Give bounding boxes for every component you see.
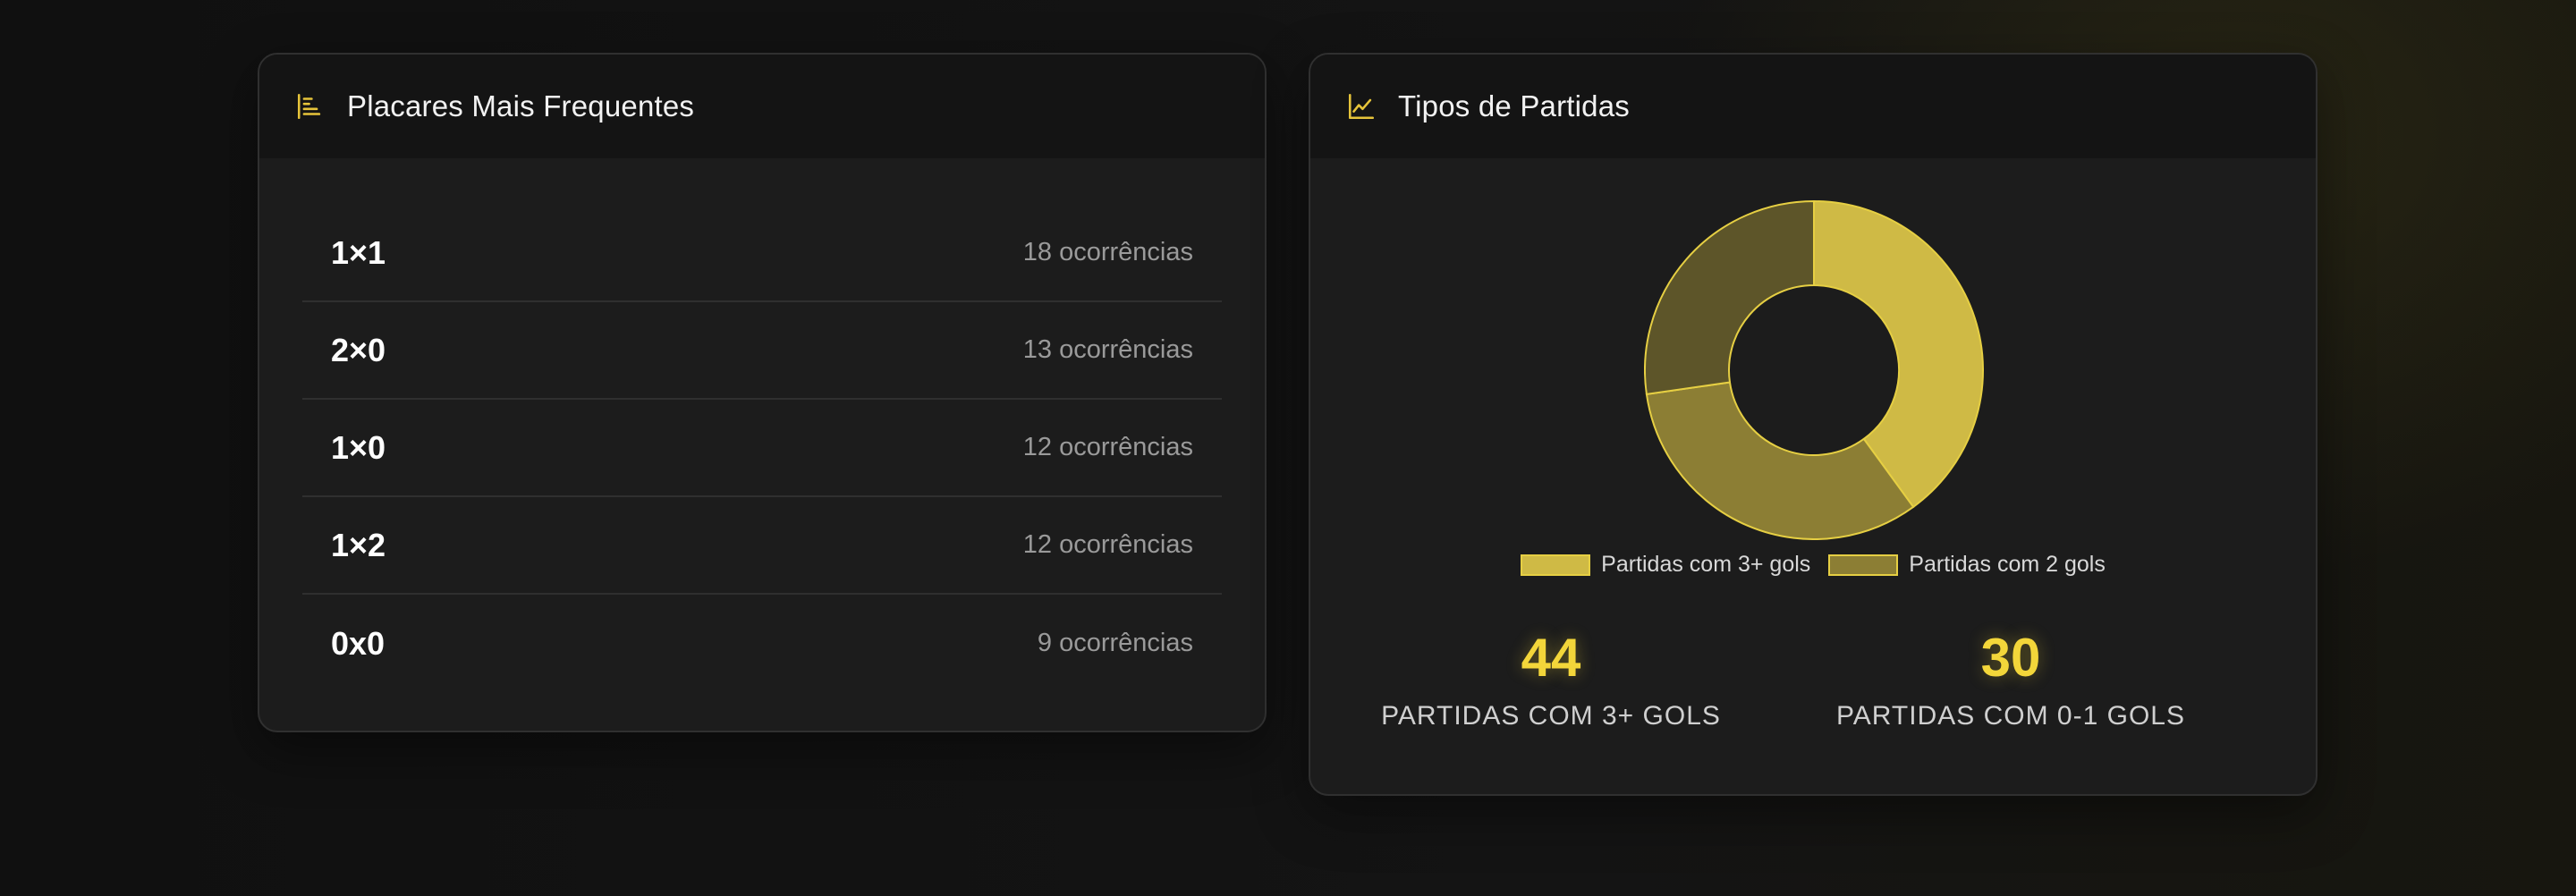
score-list: 1×1 18 ocorrências 2×0 13 ocorrências 1×… <box>302 205 1222 692</box>
score-count: 12 ocorrências <box>1022 433 1193 461</box>
stat-label: PARTIDAS COM 3+ GOLS <box>1381 701 1721 731</box>
scores-card: Placares Mais Frequentes 1×1 18 ocorrênc… <box>258 53 1267 732</box>
score-row: 1×1 18 ocorrências <box>302 205 1222 302</box>
match-types-card-header: Tipos de Partidas <box>1310 55 2316 158</box>
donut-slice[interactable] <box>1645 381 1915 540</box>
bar-chart-horizontal-icon <box>293 89 327 123</box>
stat-number: 44 <box>1521 628 1581 688</box>
score-row: 0x0 9 ocorrências <box>302 595 1222 692</box>
stat-label: PARTIDAS COM 0-1 GOLS <box>1836 701 2185 731</box>
stat-three-plus-goals: 44 PARTIDAS COM 3+ GOLS <box>1327 627 1775 731</box>
match-types-card: Tipos de Partidas Partidas com 3+ gols P… <box>1309 53 2318 796</box>
legend-swatch <box>1828 554 1899 576</box>
score-row: 1×2 12 ocorrências <box>302 497 1222 595</box>
donut-slice[interactable] <box>1644 200 1815 396</box>
score-value: 1×0 <box>331 428 386 466</box>
legend-label: Partidas com 2 gols <box>1909 552 2106 577</box>
score-count: 9 ocorrências <box>1037 629 1193 657</box>
legend-item[interactable]: Partidas com 2 gols <box>1828 552 2106 578</box>
chart-legend: Partidas com 3+ gols Partidas com 2 gols <box>1310 552 2316 578</box>
score-value: 2×0 <box>331 331 386 368</box>
match-types-card-title: Tipos de Partidas <box>1398 89 1630 123</box>
line-chart-icon <box>1344 89 1378 123</box>
legend-label: Partidas com 3+ gols <box>1601 552 1811 577</box>
legend-swatch <box>1521 554 1591 576</box>
score-count: 13 ocorrências <box>1022 335 1193 364</box>
score-count: 18 ocorrências <box>1022 238 1193 266</box>
score-value: 1×2 <box>331 526 386 563</box>
score-value: 1×1 <box>331 233 386 271</box>
score-count: 12 ocorrências <box>1022 530 1193 559</box>
donut-slice[interactable] <box>1813 200 1984 509</box>
score-row: 1×0 12 ocorrências <box>302 400 1222 497</box>
score-value: 0x0 <box>331 624 386 662</box>
scores-card-title: Placares Mais Frequentes <box>347 89 695 123</box>
score-row: 2×0 13 ocorrências <box>302 302 1222 400</box>
scores-card-header: Placares Mais Frequentes <box>259 55 1265 158</box>
stat-number: 30 <box>1980 628 2041 688</box>
donut-chart <box>1644 200 1984 540</box>
legend-item[interactable]: Partidas com 3+ gols <box>1521 552 1810 578</box>
stat-zero-one-goals: 30 PARTIDAS COM 0-1 GOLS <box>1787 627 2234 731</box>
